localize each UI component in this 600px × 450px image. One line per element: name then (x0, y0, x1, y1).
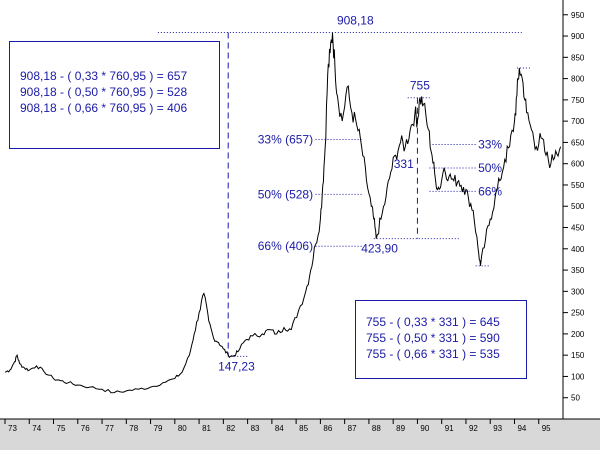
series-line (4, 32, 562, 394)
calc-line-3: 755 - ( 0,66 * 331 ) = 535 (366, 347, 500, 361)
x-axis-bar (0, 419, 600, 450)
calc-line-2: 908,18 - ( 0,50 * 760,95 ) = 528 (20, 85, 188, 99)
x-tick-label: 73 (8, 424, 17, 433)
tick-labels: 50 100 150 200 250 300 350 400 450 500 550 600 650 70… (4, 11, 585, 433)
y-tick-label: 450 (571, 224, 585, 233)
x-tick-label: 86 (323, 424, 332, 433)
y-tick-label: 50 (571, 394, 580, 403)
y-tick-label: 700 (571, 117, 585, 126)
y-tick-label: 600 (571, 160, 585, 169)
x-tick-label: 75 (57, 424, 66, 433)
retracement-label: 33% (657) (258, 132, 313, 146)
x-tick-label: 90 (420, 424, 429, 433)
x-tick-label: 81 (202, 424, 211, 433)
y-tick-label: 200 (571, 330, 585, 339)
x-tick-label: 89 (396, 424, 405, 433)
y-tick-label: 100 (571, 372, 585, 381)
y-tick-label: 800 (571, 75, 585, 84)
calc-line-2: 755 - ( 0,50 * 331 ) = 590 (366, 331, 500, 345)
x-tick-label: 77 (105, 424, 114, 433)
retracement-label: 66% (406) (258, 239, 313, 253)
peak-label: 908,18 (337, 14, 374, 28)
diff-label: 331 (394, 157, 414, 171)
retracement-label: 33% (478, 138, 502, 152)
retracement-label: 66% (478, 184, 502, 198)
y-tick-label: 400 (571, 245, 585, 254)
x-tick-label: 92 (469, 424, 478, 433)
y-tick-label: 150 (571, 351, 585, 360)
retracement-label: 50% (478, 161, 502, 175)
x-tick-label: 91 (445, 424, 454, 433)
x-tick-label: 82 (226, 424, 235, 433)
x-tick-label: 93 (493, 424, 502, 433)
y-tick-label: 900 (571, 32, 585, 41)
x-tick-label: 74 (32, 424, 41, 433)
calc-line-1: 908,18 - ( 0,33 * 760,95 ) = 657 (20, 69, 188, 83)
y-tick-label: 550 (571, 181, 585, 190)
calc-box-left: 908,18 - ( 0,33 * 760,95 ) = 657 908,18 … (9, 41, 220, 149)
y-tick-label: 250 (571, 309, 585, 318)
x-tick-label: 84 (275, 424, 284, 433)
y-tick-label: 500 (571, 202, 585, 211)
x-tick-label: 87 (348, 424, 357, 433)
retracement-label: 50% (528) (258, 187, 313, 201)
y-tick-label: 750 (571, 96, 585, 105)
x-tick-label: 83 (251, 424, 260, 433)
calc-line-3: 908,18 - ( 0,66 * 760,95 ) = 406 (20, 101, 188, 115)
x-tick-label: 95 (542, 424, 551, 433)
x-tick-label: 94 (517, 424, 526, 433)
calc-line-1: 755 - ( 0,33 * 331 ) = 645 (366, 315, 500, 329)
y-tick-label: 950 (571, 11, 585, 20)
peak2-label: 755 (410, 79, 430, 93)
y-tick-label: 650 (571, 138, 585, 147)
low1-label: 147,23 (218, 359, 255, 373)
low2-label: 423,90 (361, 242, 398, 256)
y-tick-label: 350 (571, 266, 585, 275)
x-tick-label: 88 (372, 424, 381, 433)
x-tick-label: 85 (299, 424, 308, 433)
annotations: 908,18 147,23 33% (657) 50% (528) 66% (406) 4… (157, 14, 532, 373)
calc-box-right: 755 - ( 0,33 * 331 ) = 645 755 - ( 0,50 … (355, 300, 527, 379)
x-tick-label: 80 (178, 424, 187, 433)
x-tick-label: 78 (129, 424, 138, 433)
series-group (4, 32, 562, 394)
x-tick-label: 76 (81, 424, 90, 433)
y-tick-label: 850 (571, 53, 585, 62)
y-tick-label: 300 (571, 287, 585, 296)
x-tick-label: 79 (154, 424, 163, 433)
